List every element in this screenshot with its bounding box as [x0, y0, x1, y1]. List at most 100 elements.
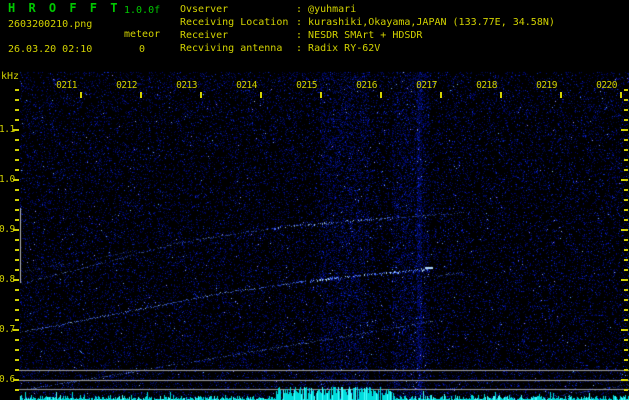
freq-tick-right — [624, 359, 628, 361]
time-axis-label: 0214 — [231, 81, 257, 91]
freq-tick-left — [15, 109, 19, 111]
freq-tick-right — [624, 259, 628, 261]
freq-tick-right — [624, 119, 628, 121]
freq-tick-right — [624, 159, 628, 161]
info-separator: : — [296, 30, 308, 41]
freq-tick-left — [15, 169, 19, 171]
time-axis-label: 0215 — [291, 81, 317, 91]
freq-tick-right — [624, 389, 628, 391]
info-value: Radix RY-62V — [308, 43, 380, 54]
freq-tick-left — [15, 299, 19, 301]
info-value: NESDR SMArt + HDSDR — [308, 30, 422, 41]
time-tick — [80, 92, 82, 98]
info-label: Ovserver — [180, 3, 296, 16]
time-tick — [380, 92, 382, 98]
freq-tick-right — [624, 299, 628, 301]
time-axis-label: 0212 — [111, 81, 137, 91]
hrofft-window: H R O F F T 1.0.0f 2603200210.png meteor… — [0, 0, 629, 400]
freq-tick-left — [15, 239, 19, 241]
info-label: Recviving antenna — [180, 42, 296, 55]
freq-tick-left — [15, 199, 19, 201]
freq-tick-left — [15, 149, 19, 151]
freq-tick-left — [15, 349, 19, 351]
info-separator: : — [296, 4, 308, 15]
freq-tick-left — [15, 389, 19, 391]
frequency-axis-label: 0.7 — [0, 324, 14, 335]
app-title: H R O F F T — [8, 3, 120, 14]
freq-tick-left — [15, 269, 19, 271]
freq-tick-left — [15, 159, 19, 161]
freq-tick-right — [621, 179, 628, 181]
time-tick — [200, 92, 202, 98]
freq-tick-left — [15, 369, 19, 371]
freq-tick-left — [15, 259, 19, 261]
time-tick — [500, 92, 502, 98]
freq-tick-right — [621, 379, 628, 381]
time-tick — [620, 92, 622, 98]
freq-tick-left — [15, 339, 19, 341]
frequency-axis-label: 1.0 — [0, 174, 14, 185]
frequency-axis-label: 0.9 — [0, 224, 14, 235]
freq-tick-right — [624, 309, 628, 311]
meteor-mode-label: meteor — [124, 29, 160, 40]
freq-tick-left — [15, 319, 19, 321]
freq-tick-right — [624, 89, 628, 91]
freq-tick-right — [624, 139, 628, 141]
info-value: kurashiki,Okayama,JAPAN (133.77E, 34.58N… — [308, 17, 555, 28]
freq-tick-right — [624, 219, 628, 221]
time-tick — [320, 92, 322, 98]
output-filename: 2603200210.png — [8, 19, 92, 30]
meteor-count: 0 — [139, 44, 145, 55]
freq-tick-right — [624, 339, 628, 341]
freq-tick-left — [15, 189, 19, 191]
info-label: Receiver — [180, 29, 296, 42]
time-axis-label: 0218 — [471, 81, 497, 91]
freq-tick-right — [624, 109, 628, 111]
freq-tick-right — [624, 199, 628, 201]
time-axis-label: 0219 — [531, 81, 557, 91]
freq-tick-left — [15, 249, 19, 251]
freq-tick-right — [624, 239, 628, 241]
info-row: Ovserver: @yuhmari — [180, 3, 555, 16]
time-tick — [140, 92, 142, 98]
freq-tick-right — [624, 349, 628, 351]
freq-tick-right — [624, 169, 628, 171]
freq-tick-left — [15, 289, 19, 291]
freq-tick-left — [15, 309, 19, 311]
frequency-axis-label: 1.1 — [0, 124, 14, 135]
time-axis-label: 0213 — [171, 81, 197, 91]
freq-tick-right — [624, 209, 628, 211]
text-overlay: H R O F F T 1.0.0f 2603200210.png meteor… — [0, 0, 629, 400]
info-separator: : — [296, 17, 308, 28]
info-row: Recviving antenna: Radix RY-62V — [180, 42, 555, 55]
freq-tick-left — [15, 119, 19, 121]
freq-tick-right — [624, 99, 628, 101]
receiver-info-table: Ovserver: @yuhmariReceiving Location: ku… — [180, 3, 555, 55]
info-separator: : — [296, 43, 308, 54]
freq-tick-left — [15, 99, 19, 101]
frequency-axis-label: 0.6 — [0, 374, 14, 385]
freq-tick-left — [15, 359, 19, 361]
freq-tick-right — [624, 269, 628, 271]
info-row: Receiver: NESDR SMArt + HDSDR — [180, 29, 555, 42]
freq-tick-right — [624, 249, 628, 251]
freq-tick-right — [624, 369, 628, 371]
info-row: Receiving Location: kurashiki,Okayama,JA… — [180, 16, 555, 29]
time-axis-label: 0211 — [51, 81, 77, 91]
freq-tick-right — [624, 149, 628, 151]
frequency-unit-label: kHz — [1, 71, 19, 82]
freq-tick-right — [621, 129, 628, 131]
freq-tick-right — [624, 289, 628, 291]
frequency-axis-label: 0.8 — [0, 274, 14, 285]
app-version: 1.0.0f — [124, 5, 160, 16]
time-tick — [440, 92, 442, 98]
freq-tick-left — [15, 219, 19, 221]
time-axis-label: 0216 — [351, 81, 377, 91]
time-tick — [560, 92, 562, 98]
time-axis-label: 0220 — [591, 81, 617, 91]
time-axis-label: 0217 — [411, 81, 437, 91]
freq-tick-left — [15, 139, 19, 141]
freq-tick-left — [15, 209, 19, 211]
freq-tick-right — [624, 319, 628, 321]
observation-datetime: 26.03.20 02:10 — [8, 44, 92, 55]
